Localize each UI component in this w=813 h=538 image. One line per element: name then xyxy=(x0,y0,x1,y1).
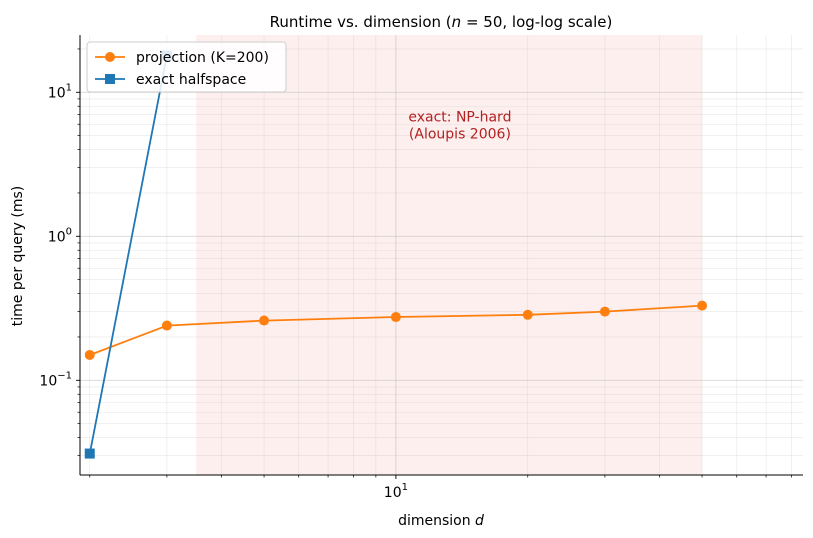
legend-label-exact-halfspace: exact halfspace xyxy=(136,72,246,88)
data-point-circle xyxy=(259,315,270,326)
data-point-circle xyxy=(390,312,401,323)
legend-frame xyxy=(86,41,287,93)
axis-layer: 10−1 100 101 101 xyxy=(39,35,803,501)
y-tick-label: 10−1 xyxy=(39,370,72,389)
shaded-region xyxy=(196,35,703,475)
data-point-circle xyxy=(697,300,708,311)
series-line-1 xyxy=(88,55,168,454)
data-point-circle xyxy=(84,349,95,360)
legend-marker-exact-halfspace xyxy=(105,74,115,84)
y-tick-label: 100 xyxy=(48,226,72,245)
y-axis-label: time per query (ms) xyxy=(10,186,26,327)
data-point-square xyxy=(84,448,95,459)
grid-layer xyxy=(80,35,803,475)
data-point-circle xyxy=(522,309,533,320)
data-point-circle xyxy=(161,320,172,331)
x-axis-label: dimension d xyxy=(398,513,484,529)
series-layer xyxy=(84,50,708,459)
shaded-region-layer xyxy=(196,35,703,475)
x-tick-label: 101 xyxy=(384,482,408,501)
legend: projection (K=200) exact halfspace xyxy=(86,41,287,93)
y-tick-label: 101 xyxy=(48,82,72,101)
chart-title: Runtime vs. dimension (n = 50, log-log s… xyxy=(270,13,613,31)
data-point-circle xyxy=(599,306,610,317)
legend-label-projection: projection (K=200) xyxy=(136,50,269,66)
annotation-line-2: (Aloupis 2006) xyxy=(409,126,511,142)
annotation-line-1: exact: NP-hard xyxy=(408,109,511,125)
legend-marker-projection xyxy=(105,52,115,62)
annotation-np-hard: exact: NP-hard (Aloupis 2006) xyxy=(408,109,511,142)
